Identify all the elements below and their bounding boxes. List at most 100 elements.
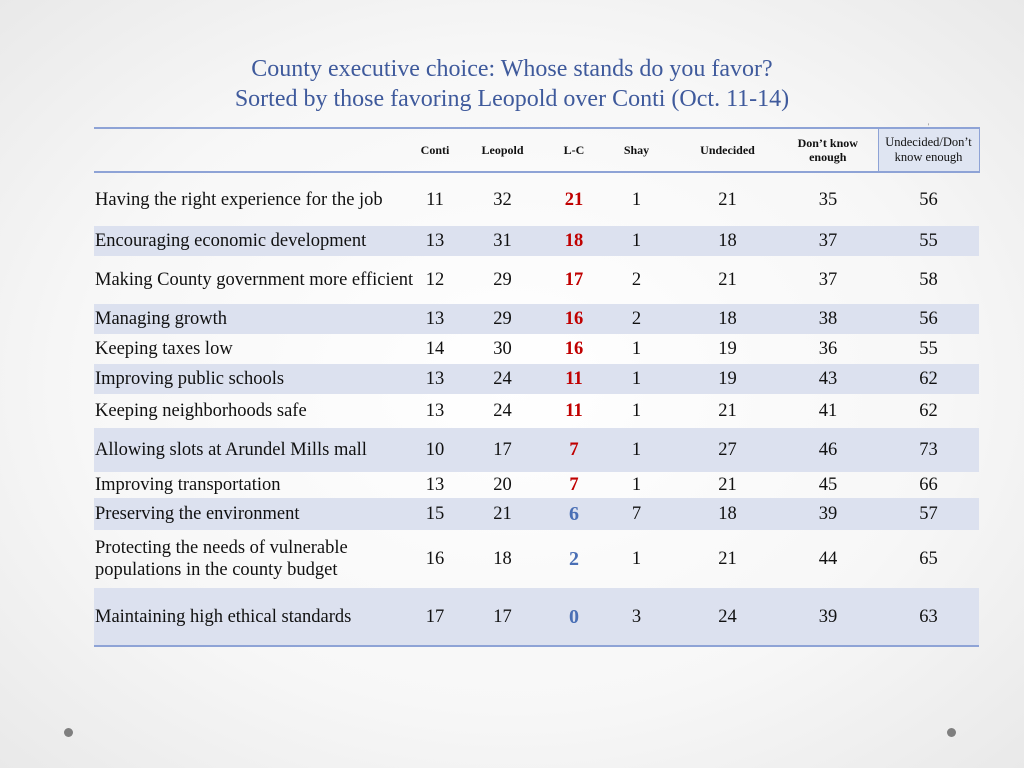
header-dont-know-label: Don’t know enough xyxy=(797,136,858,164)
cell-undecided: 18 xyxy=(677,498,778,530)
cell-undecided-dont-know: 62 xyxy=(919,401,938,421)
results-table-container: Conti Leopold L-C Shay Undecided Don’t k… xyxy=(94,123,980,647)
cell-undecided-dont-know: 66 xyxy=(919,475,938,495)
cell-undecided-dont-know: 58 xyxy=(919,270,938,290)
cell-leopold: 32 xyxy=(493,189,512,210)
row-label: Encouraging economic development xyxy=(94,226,417,256)
cell-dont-know: 39 xyxy=(778,498,878,530)
header-undecided-dont-know: ' Undecided/Don’t know enough xyxy=(877,123,980,173)
cell-lc: 16 xyxy=(552,304,596,334)
table-row: Keeping taxes low 14 30 16 1 19 36 55 xyxy=(94,334,979,364)
cell-conti: 13 xyxy=(425,475,445,495)
table-row: Improving transportation 13 20 7 1 21 45 66 xyxy=(94,472,979,498)
results-table: Conti Leopold L-C Shay Undecided Don’t k… xyxy=(94,123,980,647)
cell-dont-know: 46 xyxy=(778,428,878,472)
slide-title: County executive choice: Whose stands do… xyxy=(0,54,1024,114)
cell-undecided-dont-know: 63 xyxy=(878,588,979,647)
cell-undecided: 24 xyxy=(677,588,778,647)
cell-leopold: 18 xyxy=(493,549,512,569)
cell-undecided-dont-know: 57 xyxy=(878,498,979,530)
cell-undecided: 21 xyxy=(718,475,737,495)
cell-conti: 15 xyxy=(417,498,453,530)
cell-lc: 2 xyxy=(569,548,579,570)
table-row: Protecting the needs of vulnerable popul… xyxy=(94,530,979,588)
cell-conti: 13 xyxy=(417,364,453,394)
row-label: Having the right experience for the job xyxy=(95,189,383,210)
header-lc: L-C xyxy=(552,127,596,173)
row-label: Protecting the needs of vulnerable popul… xyxy=(95,538,348,580)
cell-dont-know: 36 xyxy=(818,339,838,359)
table-body: Having the right experience for the job 1… xyxy=(94,172,979,647)
cell-shay: 1 xyxy=(631,549,642,569)
cell-conti: 11 xyxy=(426,189,444,210)
cell-undecided-dont-know: 56 xyxy=(919,189,938,210)
cell-undecided-dont-know: 55 xyxy=(878,226,979,256)
row-label: Allowing slots at Arundel Mills mall xyxy=(94,428,417,472)
cell-leopold: 24 xyxy=(493,401,512,421)
header-row: Conti Leopold L-C Shay Undecided Don’t k… xyxy=(94,123,980,173)
header-shay: Shay xyxy=(596,127,677,173)
cell-undecided: 21 xyxy=(718,401,737,421)
cell-dont-know: 37 xyxy=(778,226,878,256)
cell-lc: 21 xyxy=(564,189,584,210)
cell-shay: 1 xyxy=(596,226,677,256)
cell-conti: 10 xyxy=(417,428,453,472)
cell-lc: 7 xyxy=(569,475,579,495)
header-question xyxy=(94,127,417,173)
cell-dont-know: 45 xyxy=(818,475,838,495)
cell-shay: 1 xyxy=(631,475,642,495)
cell-undecided-dont-know: 56 xyxy=(878,304,979,334)
cell-undecided: 21 xyxy=(718,549,737,569)
cell-leopold: 21 xyxy=(453,498,552,530)
cell-undecided-dont-know: 55 xyxy=(919,339,938,359)
header-dont-know: Don’t know enough xyxy=(778,127,878,173)
cell-leopold: 20 xyxy=(493,475,512,495)
header-undecided: Undecided xyxy=(677,127,778,173)
cell-dont-know: 38 xyxy=(778,304,878,334)
cell-leopold: 17 xyxy=(453,588,552,647)
cell-lc: 17 xyxy=(564,270,584,290)
cell-lc: 11 xyxy=(565,401,583,421)
cell-conti: 14 xyxy=(425,339,445,359)
cell-undecided-dont-know: 65 xyxy=(919,549,938,569)
header-conti: Conti xyxy=(417,127,453,173)
cell-leopold: 17 xyxy=(453,428,552,472)
cell-dont-know: 39 xyxy=(778,588,878,647)
cell-lc: 7 xyxy=(552,428,596,472)
cell-shay: 3 xyxy=(596,588,677,647)
bullet-left-icon xyxy=(64,728,73,737)
cell-leopold: 31 xyxy=(453,226,552,256)
cell-dont-know: 35 xyxy=(818,189,838,210)
row-label: Keeping taxes low xyxy=(95,339,233,359)
cell-undecided: 19 xyxy=(718,339,737,359)
cell-conti: 12 xyxy=(425,270,445,290)
table-row: Preserving the environment 15 21 6 7 18 39 57 xyxy=(94,498,979,530)
cell-leopold: 30 xyxy=(493,339,512,359)
cell-shay: 1 xyxy=(631,189,642,210)
header-undecided-dont-know-label: Undecided/Don’t know enough xyxy=(885,135,972,164)
bullet-right-icon xyxy=(947,728,956,737)
cell-lc: 11 xyxy=(552,364,596,394)
row-label: Keeping neighborhoods safe xyxy=(95,401,307,421)
cell-shay: 2 xyxy=(596,304,677,334)
cell-lc: 6 xyxy=(552,498,596,530)
table-row: Encouraging economic development 13 31 18 1 1… xyxy=(94,226,979,256)
cell-dont-know: 37 xyxy=(818,270,838,290)
cell-lc: 0 xyxy=(552,588,596,647)
cell-dont-know: 43 xyxy=(778,364,878,394)
cell-shay: 1 xyxy=(631,401,642,421)
row-label: Improving public schools xyxy=(94,364,417,394)
row-label: Maintaining high ethical standards xyxy=(94,588,417,647)
cell-conti: 16 xyxy=(425,549,445,569)
table-row: Allowing slots at Arundel Mills mall 10 17… xyxy=(94,428,979,472)
cell-lc: 16 xyxy=(564,339,584,359)
cell-leopold: 29 xyxy=(453,304,552,334)
table-row: Improving public schools 13 24 11 1 19 43 62 xyxy=(94,364,979,394)
row-label: Improving transportation xyxy=(95,475,281,495)
cell-shay: 1 xyxy=(596,428,677,472)
cell-conti: 17 xyxy=(417,588,453,647)
cell-undecided: 21 xyxy=(718,189,737,210)
header-mark: ' xyxy=(927,122,930,131)
cell-undecided: 18 xyxy=(677,304,778,334)
table-row: Having the right experience for the job 1… xyxy=(94,172,979,226)
